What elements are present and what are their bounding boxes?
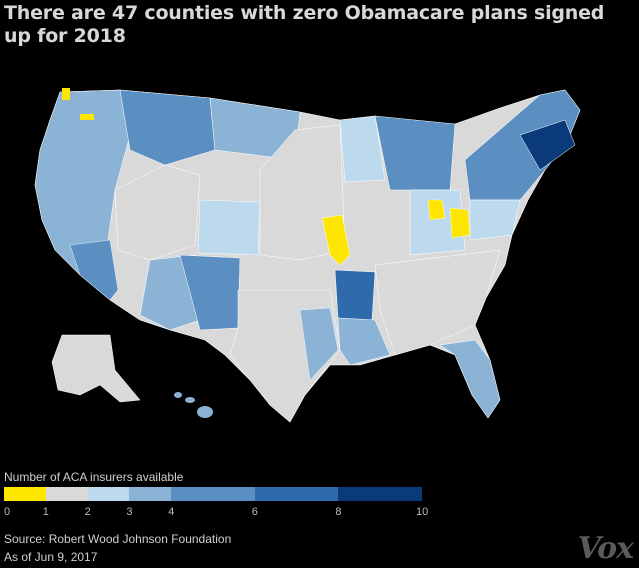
region-washington-zero-2 <box>80 114 94 120</box>
legend-bar <box>4 487 422 501</box>
region-arkansas <box>334 269 376 321</box>
region-ohio-zero <box>427 199 446 221</box>
legend-ticks: 0 1 2 3 4 6 8 10 <box>4 506 434 520</box>
legend-swatch <box>45 487 88 501</box>
legend-swatch <box>254 487 339 501</box>
vox-logo: Vox <box>577 531 634 566</box>
us-county-map <box>34 88 581 423</box>
region-mountain-north <box>119 89 216 166</box>
region-new-england <box>519 119 576 171</box>
region-colorado <box>197 199 261 256</box>
region-ohio <box>409 189 466 256</box>
legend-tick-label: 2 <box>84 506 91 518</box>
legend-tick-label: 10 <box>416 506 429 518</box>
region-minnesota <box>339 115 386 183</box>
region-florida <box>439 339 501 419</box>
legend-swatch <box>338 487 422 501</box>
legend-swatch <box>4 487 46 501</box>
legend-tick-label: 8 <box>335 506 342 518</box>
chart-title: There are 47 counties with zero Obamacar… <box>4 2 605 47</box>
legend-tick-label: 1 <box>42 506 49 518</box>
legend-tick-label: 6 <box>251 506 258 518</box>
legend-swatch <box>87 487 130 501</box>
region-washington-zero <box>62 88 70 100</box>
region-california-south <box>69 239 119 301</box>
region-texas-east <box>299 307 339 381</box>
region-louisiana-mississippi <box>337 317 391 366</box>
legend-title: Number of ACA insurers available <box>4 470 184 484</box>
legend-swatch <box>171 487 255 501</box>
legend-tick-label: 3 <box>126 506 133 518</box>
legend-tick-label: 0 <box>4 506 11 518</box>
region-southeast <box>374 249 501 356</box>
source-note: Source: Robert Wood Johnson Foundation <box>4 532 232 546</box>
region-mid-atlantic <box>469 199 521 241</box>
legend-swatch <box>129 487 172 501</box>
region-ohio-zero-2 <box>449 207 471 239</box>
hawaii <box>174 392 213 418</box>
region-missouri-zero <box>321 214 351 266</box>
region-nevada-utah <box>114 164 201 261</box>
legend-tick-label: 4 <box>168 506 175 518</box>
alaska <box>51 334 141 403</box>
as-of-date: As of Jun 9, 2017 <box>4 550 98 564</box>
